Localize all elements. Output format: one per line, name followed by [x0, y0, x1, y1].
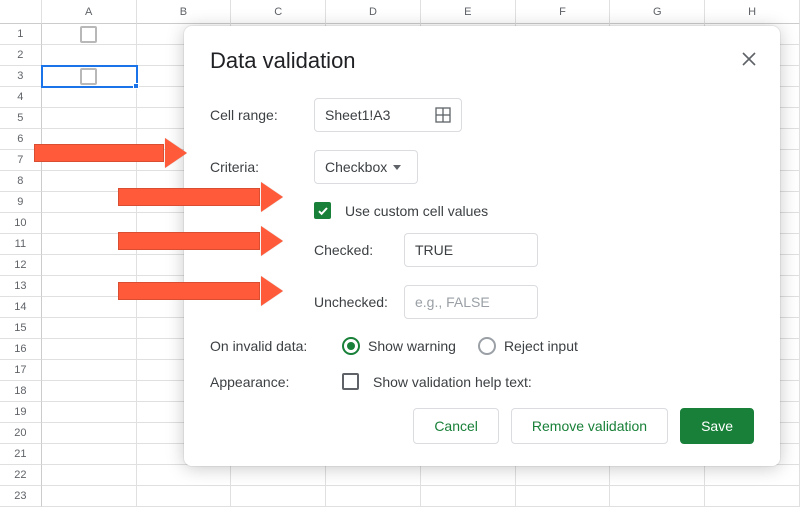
appearance-label: Appearance: [210, 374, 342, 390]
help-text-label: Show validation help text: [373, 374, 532, 390]
cell[interactable] [421, 465, 516, 486]
row-number[interactable]: 9 [0, 192, 42, 213]
row-number[interactable]: 4 [0, 87, 42, 108]
save-button[interactable]: Save [680, 408, 754, 444]
cell[interactable] [231, 465, 326, 486]
cell[interactable] [42, 24, 137, 45]
annotation-arrow [118, 276, 282, 306]
col-header[interactable]: A [42, 0, 137, 24]
cell[interactable] [516, 465, 611, 486]
checked-label: Checked: [314, 242, 404, 258]
cell[interactable] [42, 339, 137, 360]
checked-value-input[interactable] [404, 233, 538, 267]
cell[interactable] [231, 486, 326, 507]
cell[interactable] [42, 87, 137, 108]
cell-range-label: Cell range: [210, 107, 314, 123]
cell[interactable] [42, 45, 137, 66]
cancel-button[interactable]: Cancel [413, 408, 499, 444]
row-number[interactable]: 5 [0, 108, 42, 129]
help-text-checkbox[interactable] [342, 373, 359, 390]
selection-handle[interactable] [133, 83, 139, 89]
cell[interactable] [705, 465, 800, 486]
cell-range-input[interactable] [314, 98, 462, 132]
cell[interactable] [42, 381, 137, 402]
cell[interactable] [705, 486, 800, 507]
checked-field[interactable] [415, 242, 527, 258]
dialog-button-row: Cancel Remove validation Save [210, 408, 754, 444]
cell[interactable] [42, 444, 137, 465]
criteria-label: Criteria: [210, 159, 314, 175]
annotation-arrow [118, 182, 282, 212]
criteria-value: Checkbox [325, 159, 387, 175]
col-header[interactable]: H [705, 0, 800, 24]
cell[interactable] [42, 255, 137, 276]
unchecked-field[interactable] [415, 294, 527, 310]
sheet-row: 23 [0, 486, 800, 507]
cell[interactable] [42, 360, 137, 381]
col-header[interactable]: G [610, 0, 705, 24]
cell[interactable] [421, 486, 516, 507]
row-number[interactable]: 8 [0, 171, 42, 192]
unchecked-label: Unchecked: [314, 294, 404, 310]
cell[interactable] [42, 465, 137, 486]
column-header-row: A B C D E F G H [0, 0, 800, 24]
chevron-down-icon [393, 165, 401, 170]
col-header[interactable]: C [231, 0, 326, 24]
cell[interactable] [42, 318, 137, 339]
row-number[interactable]: 13 [0, 276, 42, 297]
grid-select-icon[interactable] [435, 107, 451, 123]
cell[interactable] [610, 465, 705, 486]
cell[interactable] [42, 402, 137, 423]
row-number[interactable]: 1 [0, 24, 42, 45]
cell[interactable] [326, 465, 421, 486]
cell[interactable] [42, 423, 137, 444]
reject-input-label: Reject input [504, 338, 578, 354]
cell[interactable] [42, 486, 137, 507]
sheet-row: 22 [0, 465, 800, 486]
col-header[interactable]: B [137, 0, 232, 24]
cell[interactable] [42, 108, 137, 129]
check-icon [317, 205, 329, 217]
row-number[interactable]: 17 [0, 360, 42, 381]
row-number[interactable]: 2 [0, 45, 42, 66]
row-number[interactable]: 22 [0, 465, 42, 486]
row-number[interactable]: 21 [0, 444, 42, 465]
cell-range-field[interactable] [325, 107, 435, 123]
cell[interactable] [610, 486, 705, 507]
close-icon [742, 52, 756, 66]
row-number[interactable]: 3 [0, 66, 42, 87]
row-number[interactable]: 10 [0, 213, 42, 234]
close-button[interactable] [740, 50, 758, 68]
unchecked-value-input[interactable] [404, 285, 538, 319]
row-number[interactable]: 18 [0, 381, 42, 402]
row-number[interactable]: 15 [0, 318, 42, 339]
cell[interactable] [42, 66, 137, 87]
row-number[interactable]: 20 [0, 423, 42, 444]
reject-input-radio[interactable] [478, 337, 496, 355]
col-header[interactable]: D [326, 0, 421, 24]
show-warning-radio[interactable] [342, 337, 360, 355]
row-number[interactable]: 12 [0, 255, 42, 276]
row-number[interactable]: 14 [0, 297, 42, 318]
annotation-arrow [118, 226, 282, 256]
row-number[interactable]: 11 [0, 234, 42, 255]
cell[interactable] [137, 465, 232, 486]
cell[interactable] [516, 486, 611, 507]
cell[interactable] [137, 486, 232, 507]
criteria-dropdown[interactable]: Checkbox [314, 150, 418, 184]
row-number[interactable]: 23 [0, 486, 42, 507]
remove-validation-button[interactable]: Remove validation [511, 408, 668, 444]
show-warning-label: Show warning [368, 338, 456, 354]
dialog-title: Data validation [210, 48, 754, 74]
row-number[interactable]: 19 [0, 402, 42, 423]
annotation-arrow [34, 138, 186, 168]
corner-cell[interactable] [0, 0, 42, 24]
use-custom-checkbox[interactable] [314, 202, 331, 219]
invalid-data-label: On invalid data: [210, 338, 342, 354]
row-number[interactable]: 16 [0, 339, 42, 360]
use-custom-label: Use custom cell values [345, 203, 488, 219]
cell[interactable] [326, 486, 421, 507]
col-header[interactable]: E [421, 0, 516, 24]
col-header[interactable]: F [516, 0, 611, 24]
